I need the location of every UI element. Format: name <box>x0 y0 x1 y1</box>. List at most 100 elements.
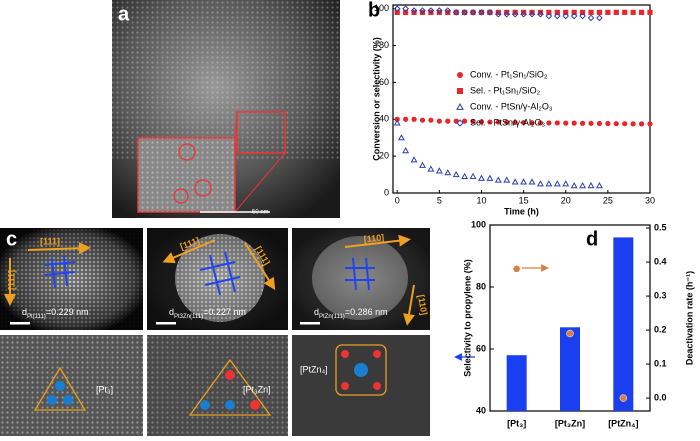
point <box>394 116 400 122</box>
x-axis-label: Time (h) <box>504 206 539 216</box>
point <box>486 9 494 16</box>
y-tick-label: 40 <box>476 405 486 415</box>
point <box>630 121 636 127</box>
spacing-value: =0.229 nm <box>46 307 89 317</box>
point <box>647 9 653 15</box>
point <box>428 9 434 15</box>
point <box>427 7 435 14</box>
point <box>495 119 501 125</box>
point <box>436 118 442 124</box>
point <box>427 165 435 172</box>
point <box>470 118 476 125</box>
point <box>462 9 468 15</box>
point <box>503 10 511 18</box>
point <box>470 9 476 15</box>
point <box>579 181 587 189</box>
x-tick-label: 25 <box>603 195 613 205</box>
point <box>410 7 418 14</box>
spacing-symbol: d <box>314 307 319 317</box>
point <box>402 146 410 154</box>
point <box>511 178 519 185</box>
y2-tick-label: 0.5 <box>654 222 667 232</box>
point <box>562 180 570 187</box>
point <box>622 121 628 127</box>
point <box>545 12 553 20</box>
point <box>537 10 544 18</box>
point <box>562 12 570 20</box>
point <box>487 9 493 15</box>
point <box>512 9 518 15</box>
point <box>520 10 527 18</box>
point <box>419 117 426 123</box>
spacing-symbol: d <box>22 307 27 317</box>
point <box>452 9 460 16</box>
y-tick-label: 80 <box>379 40 389 50</box>
y-tick-label: 100 <box>471 219 486 229</box>
y2-tick-label: 0.1 <box>654 358 667 368</box>
point <box>528 178 536 185</box>
point <box>411 9 417 15</box>
point <box>445 118 451 124</box>
point <box>571 9 577 15</box>
point <box>461 172 469 179</box>
x-tick-label: [Pt₃Zn] <box>555 418 585 428</box>
point <box>403 116 409 122</box>
point <box>469 172 477 179</box>
point <box>570 181 578 189</box>
legend-label: Conv. - Pt₁Sn₁/SiO₂ <box>470 69 548 79</box>
point <box>529 9 535 15</box>
point <box>571 120 577 126</box>
panel-label: d <box>586 228 598 250</box>
bar <box>613 237 634 411</box>
point <box>546 9 552 15</box>
y-tick-label: 100 <box>374 3 389 13</box>
lattice-spacing: dPt(111)=0.229 nm <box>22 307 89 319</box>
x-tick-label: 5 <box>437 195 442 205</box>
cluster-label: [PtZn₄] <box>300 364 328 374</box>
point <box>428 117 434 123</box>
point <box>537 9 544 15</box>
panel-label: c <box>6 228 17 250</box>
point <box>411 116 417 122</box>
legend-label: Conv. - PtSn/γ-Al₂O₃ <box>470 101 553 111</box>
point <box>537 120 544 126</box>
spacing-subscript: Pt(111) <box>27 314 46 320</box>
cluster-label: [Pt₃] <box>96 384 113 394</box>
lattice-spacing: dPt3Zn(111)=0.227 nm <box>169 307 246 319</box>
y-tick-label: 60 <box>379 77 389 87</box>
point <box>445 9 451 15</box>
x-tick-label: 15 <box>519 195 529 205</box>
point <box>410 156 418 163</box>
point <box>504 119 510 125</box>
panel-c: c <box>0 228 430 436</box>
point <box>554 12 561 20</box>
point <box>495 9 501 15</box>
lattice-spacing: dPtZn(111)=0.286 nm <box>314 307 388 319</box>
point <box>563 9 569 15</box>
point <box>419 9 426 15</box>
point <box>444 7 452 14</box>
point <box>393 119 401 126</box>
point <box>638 121 645 127</box>
point <box>521 119 527 126</box>
panel-label: b <box>368 0 380 21</box>
direction-label: [110] <box>416 294 429 316</box>
bar <box>560 327 580 411</box>
y2-tick-label: 0.2 <box>654 324 667 334</box>
point <box>566 329 574 338</box>
point <box>587 181 595 189</box>
x-tick-label: 20 <box>561 195 571 205</box>
point <box>478 119 485 125</box>
direction-label: [111] <box>40 236 60 246</box>
point <box>403 9 409 15</box>
point <box>486 174 494 181</box>
legend-marker <box>456 102 464 110</box>
point <box>588 120 594 126</box>
point <box>647 121 653 127</box>
point <box>630 9 636 15</box>
x-tick-label: [Pt₃] <box>507 418 526 428</box>
point <box>419 161 426 168</box>
bar <box>506 355 527 411</box>
point <box>402 5 409 12</box>
point <box>638 9 645 15</box>
